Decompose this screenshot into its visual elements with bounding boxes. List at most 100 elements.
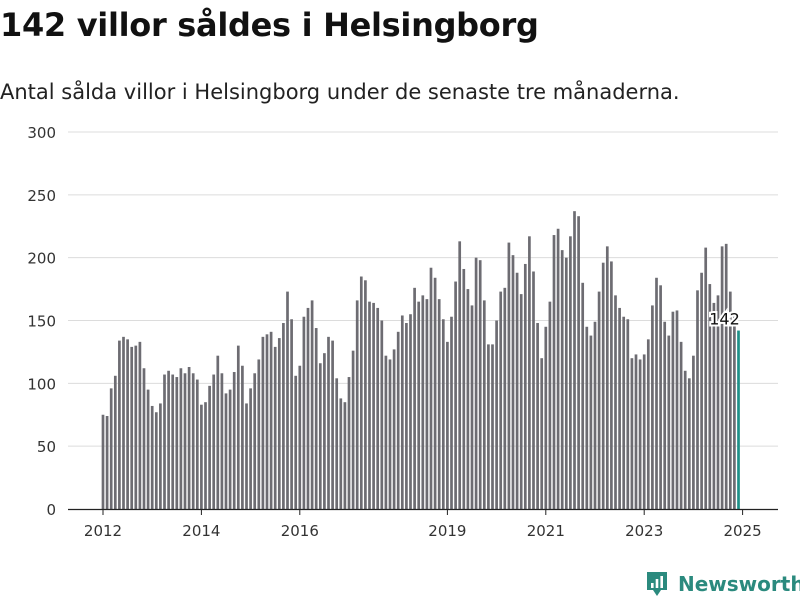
bar (597, 291, 601, 509)
bar (466, 289, 470, 509)
bar (294, 375, 298, 509)
bar (638, 359, 642, 509)
bar (130, 346, 134, 509)
bar (208, 385, 211, 509)
bar (446, 341, 449, 509)
bar (396, 331, 400, 509)
bar (659, 285, 662, 509)
bar (372, 302, 375, 509)
bar (109, 388, 113, 509)
brand-name: Newsworthy (678, 572, 800, 596)
bar (331, 340, 334, 509)
bar (187, 367, 191, 509)
data-labels: 142 (707, 308, 742, 331)
bar (696, 290, 699, 509)
y-tick-label: 0 (46, 501, 56, 519)
bar (282, 323, 285, 509)
bar (458, 241, 462, 509)
y-tick-label: 150 (27, 313, 56, 331)
bar (544, 326, 548, 509)
bar (273, 346, 277, 509)
bar (392, 349, 396, 509)
bar (601, 262, 605, 509)
bar (487, 344, 490, 509)
bar (212, 374, 216, 509)
bar (429, 267, 433, 509)
bar (318, 363, 322, 509)
bar (310, 300, 314, 509)
bar (495, 320, 498, 509)
bar (241, 365, 244, 509)
bar (712, 302, 716, 509)
bar (441, 319, 445, 509)
bar (507, 242, 511, 509)
bar (195, 379, 199, 509)
y-tick-label: 200 (27, 250, 56, 268)
bar (126, 339, 129, 509)
bar (704, 247, 708, 510)
brand-logo[interactable]: Newsworthy (645, 568, 800, 600)
bar (728, 291, 732, 509)
bar (642, 354, 646, 509)
bar (589, 335, 593, 509)
bar (364, 280, 367, 509)
bar (560, 250, 564, 509)
bar (384, 355, 388, 509)
bar (708, 284, 712, 509)
y-tick-label: 300 (27, 124, 56, 142)
bar (511, 255, 515, 509)
bar (150, 405, 154, 509)
bar (593, 321, 597, 509)
bar (200, 404, 203, 509)
bar (692, 355, 695, 509)
bar (474, 257, 478, 509)
bar (351, 350, 355, 509)
bar (306, 307, 310, 509)
bar (663, 321, 667, 509)
x-tick-label: 2012 (84, 522, 122, 540)
bar (138, 341, 142, 509)
bar (122, 336, 125, 509)
bar (343, 402, 347, 509)
bar (450, 316, 453, 509)
bar (277, 338, 281, 509)
bar (220, 373, 224, 509)
bar (610, 261, 613, 509)
bar (339, 398, 343, 509)
bar (569, 236, 572, 510)
chart-subtitle: Antal sålda villor i Helsingborg under d… (0, 80, 680, 104)
bar (323, 353, 326, 509)
bar (433, 277, 437, 509)
bar (519, 294, 523, 509)
bar (671, 311, 675, 509)
bar (335, 378, 339, 509)
bar (425, 299, 429, 509)
bar (499, 291, 503, 509)
bar (548, 301, 552, 509)
bar (536, 323, 539, 509)
bar (286, 291, 289, 509)
bar (573, 211, 576, 510)
y-tick-label: 50 (37, 438, 56, 456)
bar (236, 345, 240, 509)
bar (646, 339, 650, 509)
bar (163, 374, 166, 509)
bar (204, 402, 207, 509)
bar (585, 326, 589, 509)
bar (105, 416, 109, 509)
bar (605, 246, 609, 510)
y-tick-label: 250 (27, 187, 56, 205)
bar (413, 287, 416, 509)
bar (253, 373, 257, 509)
bar (417, 301, 421, 509)
bar (167, 370, 170, 509)
bar (183, 373, 187, 509)
bar (142, 368, 146, 509)
bar (564, 257, 568, 509)
bar (257, 359, 261, 509)
x-tick-label: 2016 (281, 522, 319, 540)
data-label-latest: 142 (709, 310, 740, 329)
bar (437, 299, 441, 509)
bar (532, 271, 535, 509)
bar (634, 354, 638, 509)
